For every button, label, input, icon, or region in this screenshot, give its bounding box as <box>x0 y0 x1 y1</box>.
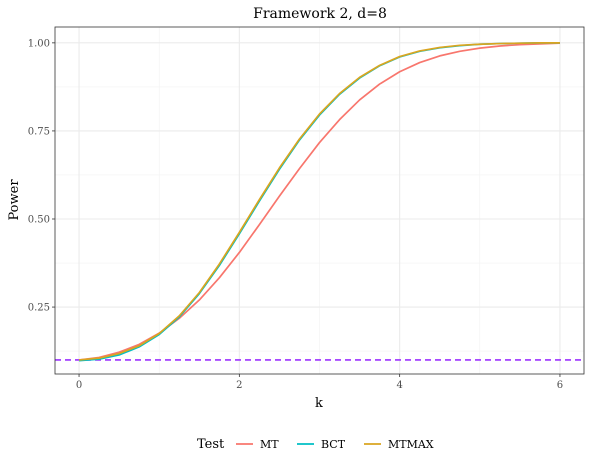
plot-panel-border <box>54 26 585 375</box>
grid <box>55 27 584 374</box>
x-tick-label: 6 <box>557 380 563 391</box>
y-axis-title: Power <box>7 179 22 221</box>
x-tick-label: 0 <box>76 380 82 391</box>
axis-ticks: 0 2 4 6 0.25 0.50 0.75 1.00 <box>28 38 563 391</box>
legend-label-mt: MT <box>260 438 279 451</box>
legend: Test MT BCT MTMAX <box>197 437 434 452</box>
y-tick-label: 1.00 <box>28 38 50 49</box>
y-tick-label: 0.50 <box>28 214 50 225</box>
y-tick-label: 0.25 <box>28 303 50 314</box>
legend-title: Test <box>197 437 225 452</box>
x-tick-label: 2 <box>236 380 242 391</box>
x-tick-label: 4 <box>396 380 402 391</box>
legend-label-bct: BCT <box>321 438 346 451</box>
chart-title: Framework 2, d=8 <box>253 6 387 22</box>
y-tick-label: 0.75 <box>28 126 50 137</box>
legend-label-mtmax: MTMAX <box>388 438 434 451</box>
series-line-mtmax <box>78 41 560 361</box>
x-axis-title: k <box>315 396 323 411</box>
series-group <box>78 41 560 362</box>
